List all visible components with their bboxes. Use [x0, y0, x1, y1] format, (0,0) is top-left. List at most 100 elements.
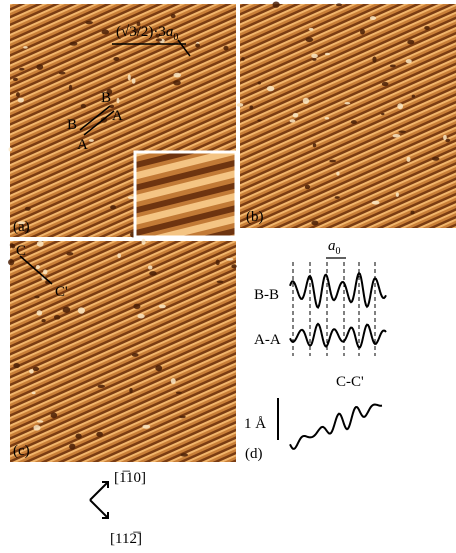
adsorbate: [155, 365, 163, 372]
adsorbate: [215, 259, 220, 266]
adsorbate: [155, 33, 160, 38]
line-label: C: [16, 243, 26, 259]
line-cc: [19, 255, 53, 285]
scale-bar-label: (√3/2)·3a0: [116, 24, 178, 43]
adsorbate: [116, 97, 120, 104]
adsorbate: [289, 119, 296, 123]
adsorbate: [85, 20, 93, 25]
adsorbate: [106, 88, 113, 95]
adsorbate: [36, 240, 44, 247]
height-scale-label: 1 Å: [244, 416, 266, 432]
adsorbate: [75, 433, 82, 439]
adsorbate: [170, 378, 176, 384]
adsorbate: [324, 116, 330, 120]
adsorbate: [360, 28, 365, 35]
adsorbate: [97, 384, 105, 388]
adsorbate: [17, 221, 26, 225]
adsorbate: [17, 97, 24, 103]
adsorbate: [36, 64, 44, 70]
adsorbate: [369, 16, 377, 21]
adsorbate: [147, 265, 153, 270]
adsorbate: [411, 94, 416, 98]
adsorbate: [142, 424, 151, 429]
profile-label: A-A: [254, 332, 281, 348]
adsorbate: [231, 264, 237, 269]
adsorbate: [127, 196, 135, 200]
adsorbate: [249, 105, 254, 110]
adsorbate: [305, 37, 314, 43]
line-bb: [79, 105, 111, 131]
adsorbate: [266, 85, 275, 92]
adsorbate: [13, 363, 20, 369]
profile-aa: [289, 322, 387, 349]
adsorbate: [395, 192, 399, 197]
adsorbate: [407, 39, 415, 45]
adsorbate: [43, 269, 48, 275]
panel-label: (d): [245, 446, 263, 462]
line-label: B: [67, 117, 77, 133]
adsorbate: [180, 453, 188, 457]
adsorbate: [424, 25, 430, 31]
profile-bb: [289, 271, 387, 310]
adsorbate: [311, 53, 318, 59]
adsorbate: [88, 139, 94, 142]
adsorbate: [149, 271, 157, 276]
adsorbate: [389, 64, 396, 68]
adsorbate: [96, 431, 103, 437]
adsorbate: [33, 424, 41, 431]
profile-cc: [289, 403, 383, 450]
adsorbate: [13, 77, 18, 82]
adsorbate: [80, 104, 87, 109]
adsorbate: [24, 228, 30, 234]
line-aa: [83, 110, 115, 136]
profile-label: C-C': [336, 374, 364, 390]
adsorbate: [131, 353, 139, 357]
profile-label: B-B: [254, 287, 279, 303]
adsorbate: [334, 196, 340, 199]
adsorbate: [62, 306, 71, 313]
adsorbate: [23, 46, 28, 49]
adsorbate: [158, 304, 166, 309]
adsorbate: [432, 156, 440, 161]
panel-label: (c): [13, 443, 30, 459]
stm-image-b: [240, 4, 456, 228]
profiles: [289, 262, 387, 450]
line-label: B: [101, 90, 111, 106]
adsorbate: [392, 134, 401, 138]
panel-label: (a): [13, 219, 30, 235]
adsorbate: [11, 243, 16, 249]
adsorbate: [101, 29, 110, 35]
adsorbate: [304, 184, 311, 190]
adsorbate: [350, 120, 357, 125]
adsorbate: [173, 72, 181, 78]
adsorbate: [109, 104, 115, 109]
adsorbate: [175, 391, 182, 395]
adsorbate: [36, 310, 43, 316]
adsorbate: [8, 147, 12, 152]
adsorbate: [77, 307, 85, 314]
adsorbate: [127, 74, 131, 81]
adsorbate: [381, 81, 389, 87]
adsorbate: [8, 259, 15, 266]
adsorbate: [50, 412, 58, 419]
adsorbate: [257, 119, 262, 122]
adsorbate: [324, 52, 330, 56]
adsorbate: [69, 41, 78, 46]
adsorbate: [406, 156, 411, 162]
adsorbate: [129, 387, 133, 394]
adsorbate: [69, 443, 76, 450]
adsorbate: [216, 280, 224, 284]
adsorbate: [34, 295, 40, 299]
direction-label: [1̅10]: [114, 470, 146, 486]
adsorbate: [371, 200, 380, 205]
adsorbate: [179, 415, 186, 419]
adsorbate: [66, 252, 74, 256]
adsorbate: [15, 92, 20, 98]
adsorbate: [24, 206, 31, 211]
adsorbate: [443, 134, 447, 140]
line-label: A: [77, 137, 88, 153]
adsorbate: [170, 13, 176, 19]
spacing-label: a0: [328, 238, 341, 257]
adsorbate: [35, 264, 40, 269]
